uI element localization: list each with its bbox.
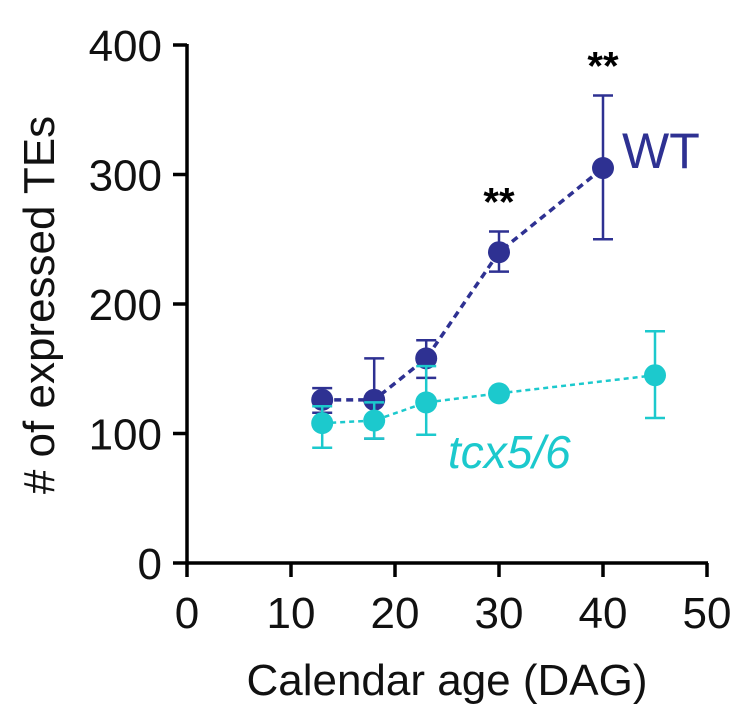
series-0-line (322, 166, 605, 402)
significance-label: ** (483, 180, 515, 224)
series-layer (311, 94, 666, 449)
y-tick-label: 100 (89, 411, 162, 460)
y-tick-label: 400 (89, 22, 162, 71)
series-1-point (311, 412, 334, 435)
x-tick-label: 30 (475, 589, 524, 638)
axes (185, 44, 708, 565)
series-0-point (363, 388, 386, 411)
x-tick-label: 40 (579, 589, 628, 638)
y-ticks: 0 100 200 300 400 (89, 22, 187, 589)
series-1-point (644, 364, 666, 387)
series-1-point (363, 409, 386, 432)
series-0 (311, 94, 614, 440)
x-ticks: 0 10 20 30 40 50 (175, 563, 732, 638)
y-axis-title: # of expressed TEs (15, 116, 64, 494)
x-tick-label: 0 (175, 589, 199, 638)
y-tick-label: 200 (89, 281, 162, 330)
series-1 (311, 329, 666, 449)
series-label-wt: WT (622, 123, 700, 179)
series-1-point (415, 391, 438, 414)
series-1-point (488, 382, 510, 405)
x-tick-label: 20 (371, 589, 420, 638)
x-tick-label: 50 (683, 589, 732, 638)
y-tick-label: 300 (89, 152, 162, 201)
series-0-point (592, 157, 614, 180)
annotation-layer: ** ** (483, 45, 619, 225)
series-label-tcx5-6: tcx5/6 (448, 426, 571, 478)
significance-label: ** (587, 45, 619, 89)
x-tick-label: 10 (267, 589, 316, 638)
y-tick-label: 0 (138, 540, 162, 589)
series-0-point (488, 241, 510, 264)
series-0-point (415, 347, 438, 370)
x-axis-title: Calendar age (DAG) (246, 656, 647, 705)
